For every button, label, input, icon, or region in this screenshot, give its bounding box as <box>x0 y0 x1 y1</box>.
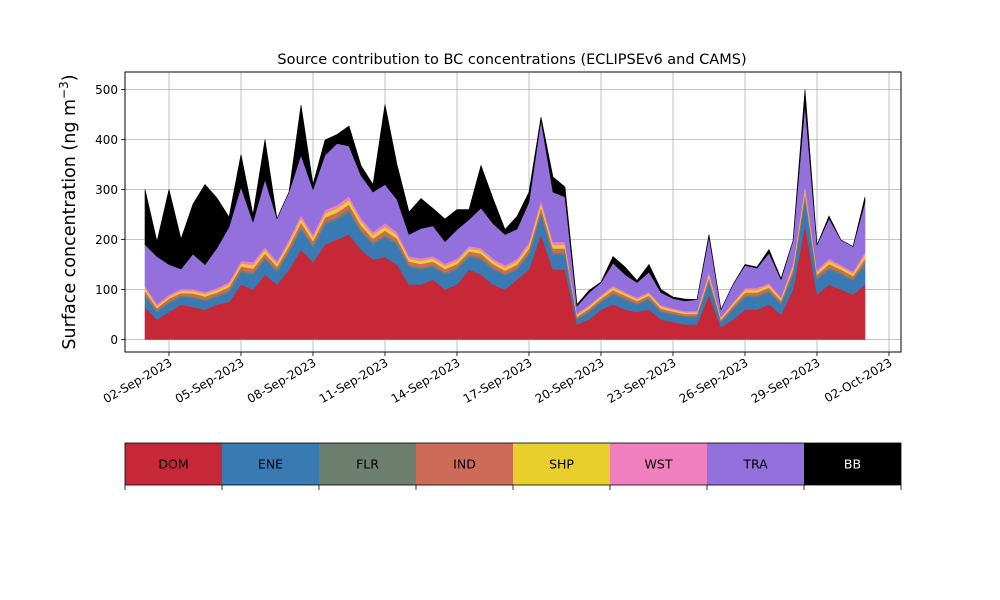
legend-swatch-ene <box>222 443 319 485</box>
area-bb <box>144 89 866 311</box>
colorbar-legend: DOM ENE FLR IND SHP WST TRA BB <box>124 442 902 490</box>
legend-swatch-dom <box>125 443 222 485</box>
x-tick-label: 26-Sep-2023 <box>677 355 751 406</box>
legend-swatch-wst <box>610 443 707 485</box>
legend-swatch-flr <box>319 443 416 485</box>
legend-label-flr: FLR <box>356 457 379 472</box>
legend-swatch-tra <box>707 443 804 485</box>
legend-label-ene: ENE <box>258 457 283 472</box>
legend-label-shp: SHP <box>549 457 574 472</box>
y-axis-label: Surface concentration (ng m−3) <box>57 74 80 349</box>
y-axis-label-main: Surface concentration (ng m <box>60 99 80 350</box>
x-tick-label: 05-Sep-2023 <box>173 355 247 406</box>
x-axis-ticks: 02-Sep-202305-Sep-202308-Sep-202311-Sep-… <box>101 352 895 406</box>
legend-swatch-shp <box>513 443 610 485</box>
x-tick-label: 20-Sep-2023 <box>533 355 607 406</box>
y-axis-ticks: 0 100 200 300 400 500 <box>95 83 125 347</box>
y-tick-label: 500 <box>95 83 118 97</box>
y-tick-label: 0 <box>110 333 118 347</box>
y-tick-label: 100 <box>95 283 118 297</box>
y-tick-label: 300 <box>95 183 118 197</box>
legend-label-dom: DOM <box>158 457 188 472</box>
stacked-areas <box>144 89 866 340</box>
chart-title: Source contribution to BC concentrations… <box>277 52 746 68</box>
x-tick-label: 02-Sep-2023 <box>101 355 175 406</box>
legend-label-bb: BB <box>844 457 861 472</box>
legend-label-tra: TRA <box>742 457 768 472</box>
x-tick-label: 17-Sep-2023 <box>461 355 535 406</box>
x-tick-label: 08-Sep-2023 <box>245 355 319 406</box>
x-tick-label: 29-Sep-2023 <box>749 355 823 406</box>
y-tick-label: 400 <box>95 133 118 147</box>
legend-label-ind: IND <box>453 457 476 472</box>
y-axis-label-superscript: −3 <box>57 81 71 99</box>
plot-frame <box>124 71 902 353</box>
x-tick-label: 14-Sep-2023 <box>389 355 463 406</box>
legend-swatch-bb <box>804 443 901 485</box>
y-axis-label-close: ) <box>60 74 80 81</box>
x-tick-label: 11-Sep-2023 <box>317 355 391 406</box>
legend-label-wst: WST <box>645 457 673 472</box>
x-tick-label: 02-Oct-2023 <box>822 355 894 405</box>
legend-swatch-ind <box>416 443 513 485</box>
y-tick-label: 200 <box>95 233 118 247</box>
x-tick-label: 23-Sep-2023 <box>605 355 679 406</box>
